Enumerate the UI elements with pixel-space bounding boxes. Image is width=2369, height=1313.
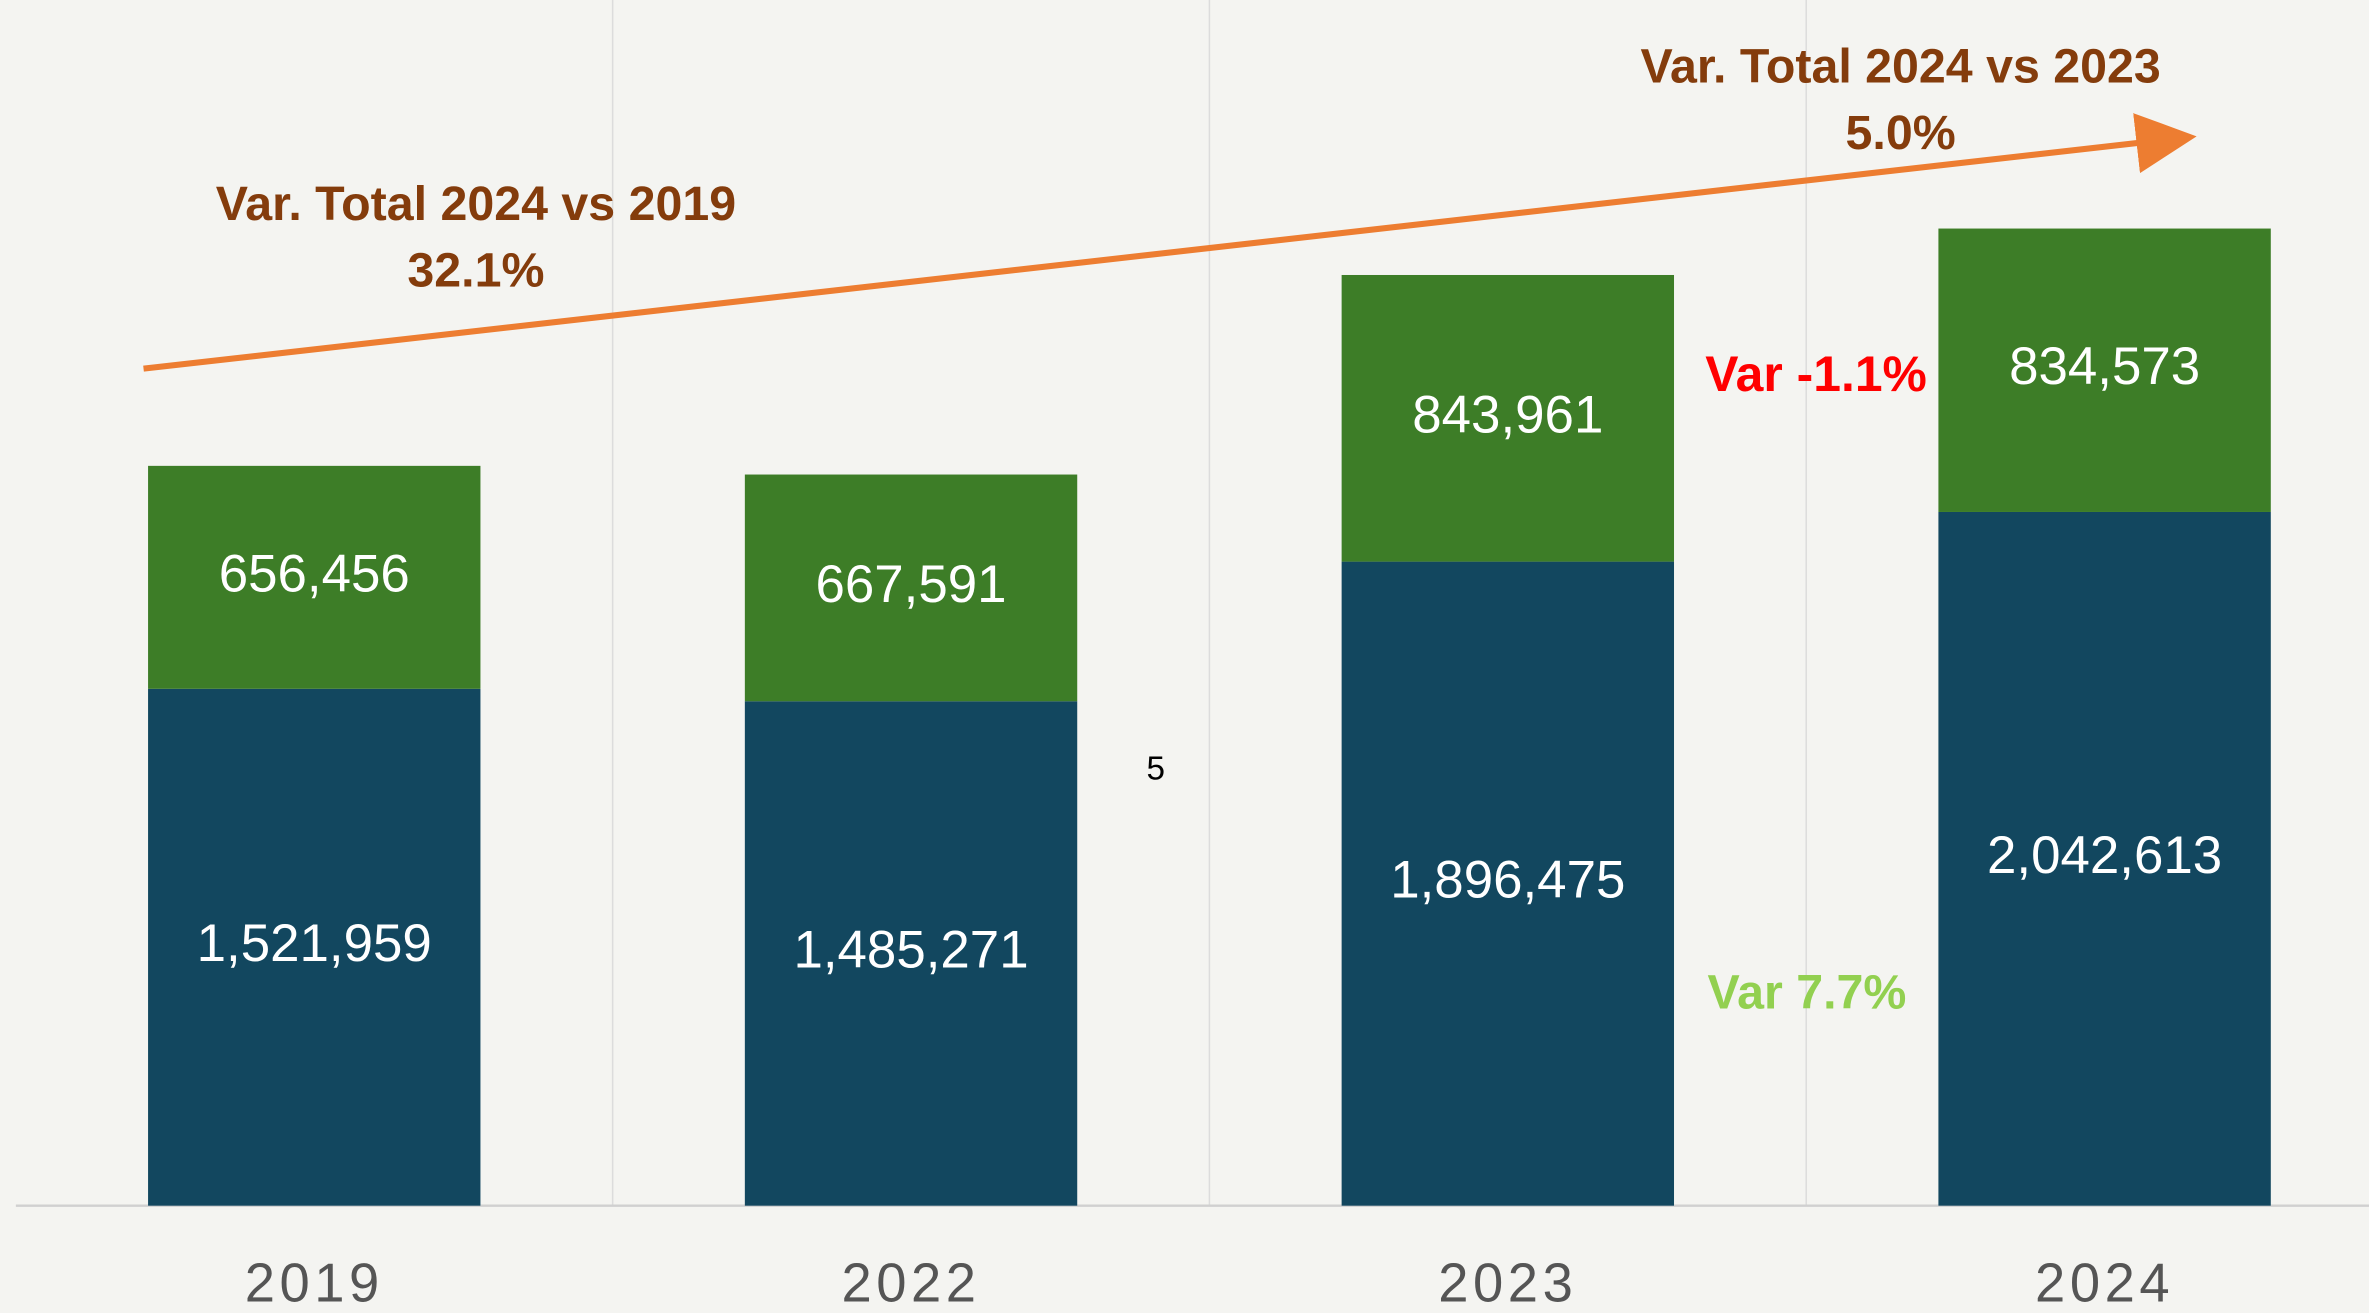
- x-tick-label: 2023: [1438, 1253, 1577, 1313]
- bar-segment: [744, 474, 1078, 702]
- bar-segment: [1341, 274, 1675, 562]
- bar-segment: [1938, 228, 2271, 512]
- bar-segment: [148, 465, 481, 689]
- data-label: 2,042,613: [1987, 826, 2222, 885]
- trend-arrow: [143, 113, 2197, 372]
- data-label: 843,961: [1412, 385, 1603, 444]
- data-label: 656,456: [219, 544, 410, 603]
- annotation: 5.0%: [1846, 106, 1956, 160]
- annotation: 32.1%: [407, 243, 544, 297]
- x-tick-label: 2024: [2035, 1253, 2174, 1313]
- bar-segment: [1341, 561, 1675, 1206]
- data-label: 1,485,271: [793, 920, 1028, 979]
- data-label: 1,521,959: [197, 914, 432, 973]
- x-tick-label: 2022: [841, 1253, 980, 1313]
- data-label: 667,591: [815, 555, 1006, 614]
- data-label: 1,896,475: [1390, 851, 1625, 910]
- annotation: Var 7.7%: [1708, 965, 1907, 1019]
- bar-segment: [744, 701, 1078, 1206]
- annotation: Var. Total 2024 vs 2023: [1640, 39, 2160, 93]
- annotation: Var. Total 2024 vs 2019: [216, 177, 736, 231]
- annotation: 5: [1147, 750, 1165, 787]
- annotation: Var -1.1%: [1705, 346, 1927, 402]
- bar-segment: [1938, 511, 2271, 1206]
- x-tick-label: 2019: [245, 1253, 384, 1313]
- data-label: 834,573: [2009, 337, 2200, 396]
- bar-segment: [148, 688, 481, 1206]
